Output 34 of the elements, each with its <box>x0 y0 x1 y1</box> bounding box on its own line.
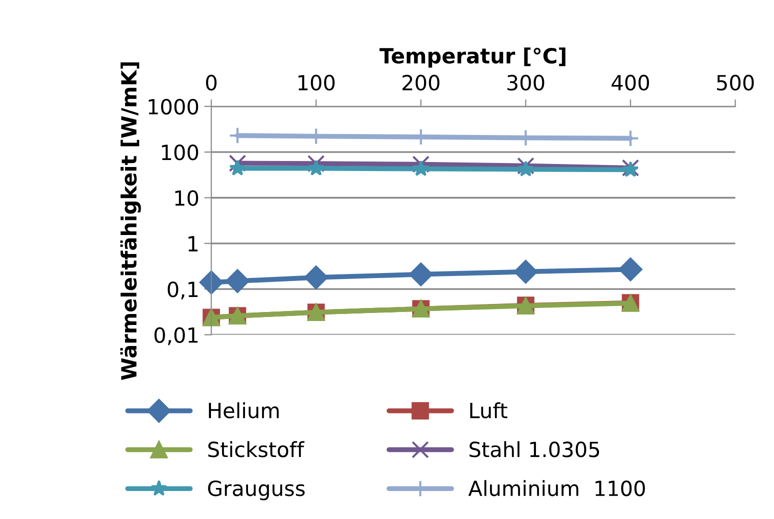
y-tick-label: 0,1 <box>168 282 198 300</box>
point <box>517 160 534 176</box>
legend-label: Helium <box>208 402 279 418</box>
point <box>307 154 325 172</box>
point <box>409 262 433 286</box>
point <box>308 160 324 176</box>
x-tick-label: 300 <box>507 74 544 91</box>
x-tick-label: 0 <box>206 74 217 91</box>
point <box>514 260 538 284</box>
y-tick-label: 1000 <box>148 98 198 115</box>
point <box>228 154 246 172</box>
legend-label: Stahl 1.0305 <box>470 441 600 458</box>
y-axis-title: Wärmeleitfähigkeit [W/mK] <box>120 62 141 380</box>
y-tick-label: 1 <box>188 236 198 252</box>
point <box>304 266 328 290</box>
x-tick-label: 500 <box>717 74 754 91</box>
x-tick-label: 100 <box>298 74 335 91</box>
y-tick-label: 10 <box>175 190 198 206</box>
point <box>412 156 430 173</box>
y-tick-label: 100 <box>162 144 198 160</box>
legend-label: Luft <box>470 402 508 418</box>
point <box>199 270 224 294</box>
legend-label: Stickstoff <box>208 441 304 458</box>
point <box>412 160 430 176</box>
y-tick-label: 0,01 <box>154 327 198 346</box>
legend-label: Grauguss <box>208 480 305 500</box>
x-axis-title: Temperatur [°C] <box>380 47 566 68</box>
point <box>229 160 246 176</box>
x-tick-label: 200 <box>402 74 440 91</box>
point <box>618 258 642 282</box>
point <box>517 157 534 174</box>
x-tick-label: 400 <box>612 74 649 91</box>
point <box>226 269 250 293</box>
legend-label: Aluminium 1100 <box>468 480 645 496</box>
